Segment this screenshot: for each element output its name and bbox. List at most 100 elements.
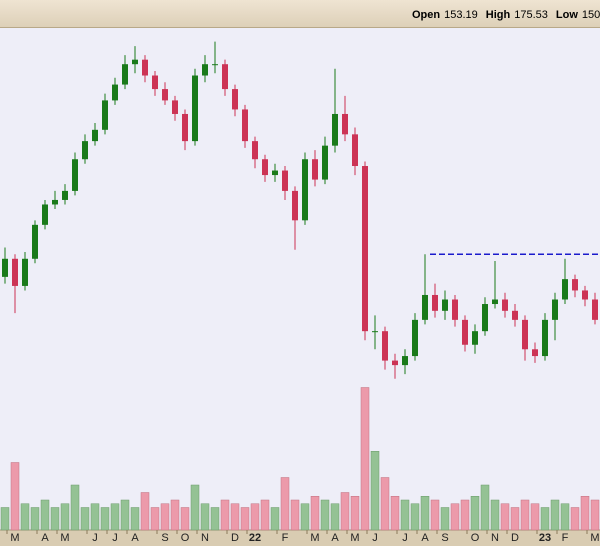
volume-bar [420,496,430,531]
candle-body [102,100,108,130]
volume-bar [20,503,30,531]
candle-body [112,84,118,101]
volume-bar [180,507,190,531]
volume-bar [60,503,70,531]
candle-body [452,299,458,320]
volume-bar [550,499,560,531]
x-tick-label: F [282,532,289,544]
candle-body [172,100,178,114]
candle-body [182,113,188,142]
candle-body [52,199,58,205]
candle-body [252,141,258,160]
candle-body [442,299,448,311]
header-label: Low [555,9,578,21]
candle-body [292,190,298,221]
candle-body [302,159,308,221]
candle-body [142,59,148,76]
header-label: Open [412,9,441,21]
volume-bar [230,503,240,531]
candle-body [132,59,138,65]
candle-body [312,159,318,180]
x-tick-label: J [402,532,408,544]
x-tick-label: N [491,532,499,544]
candle-body [472,331,478,345]
x-tick-label: M [60,532,69,544]
x-tick-label: M [10,532,19,544]
volume-bar [30,507,40,531]
volume-bar [270,507,280,531]
candle-body [432,294,438,311]
candle-body [62,190,68,200]
volume-bar [40,499,50,531]
volume-bar [330,503,340,531]
candle-body [412,319,418,357]
volume-bar [380,477,390,531]
volume-bar [470,496,480,531]
candle-body [212,64,218,66]
volume-bar [520,499,530,531]
x-tick-label: M [310,532,319,544]
candle-body [502,299,508,311]
candle-body [152,75,158,90]
candle-body [82,141,88,160]
candle-body [72,159,78,191]
x-tick-label: D [511,532,519,544]
candle-body [332,113,338,146]
volume-bar [350,496,360,531]
candle-body [42,204,48,225]
candle-body [222,64,228,90]
volume-bar [250,503,260,531]
volume-bar [120,499,130,531]
volume-bar [410,503,420,531]
candle-body [422,294,428,320]
volume-bar [80,507,90,531]
volume-bar [70,484,80,531]
volume-bar [170,499,180,531]
volume-bar [400,499,410,531]
candle-body [572,279,578,291]
volume-bar [320,499,330,531]
volume-bar [500,503,510,531]
candle-body [382,331,388,361]
candle-body [352,134,358,167]
x-tick-label: 22 [249,532,261,544]
x-tick-label: O [181,532,190,544]
candle-body [522,319,528,350]
volume-bar [300,503,310,531]
volume-bar [340,492,350,531]
volume-bar [560,503,570,531]
candle-body [512,310,518,320]
x-tick-label: O [471,532,480,544]
candle-body [12,258,18,286]
x-tick-label: A [331,532,339,544]
candle-body [372,331,378,333]
candle-body [192,75,198,142]
volume-bar [160,503,170,531]
candle-body [342,113,348,135]
header-value: 150.0 [581,9,600,21]
volume-bar [310,496,320,531]
candle-body [402,356,408,366]
candle-body [22,258,28,286]
candle-body [242,109,248,142]
candle-body [282,170,288,191]
candle-body [492,299,498,305]
candle-body [532,349,538,357]
candle-body [482,304,488,332]
volume-bar [140,492,150,531]
x-tick-label: J [372,532,378,544]
candle-body [462,319,468,345]
x-tick-label: 23 [539,532,551,544]
volume-bar [510,507,520,531]
header-value: 153.19 [444,9,478,21]
x-tick-label: N [201,532,209,544]
volume-bar [490,499,500,531]
candle-body [552,299,558,320]
candle-body [262,159,268,176]
volume-bar [570,507,580,531]
volume-bar [200,503,210,531]
